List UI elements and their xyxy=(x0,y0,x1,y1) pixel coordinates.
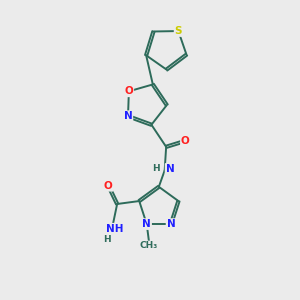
Text: H: H xyxy=(153,164,160,173)
Text: N: N xyxy=(167,219,175,229)
Text: O: O xyxy=(124,86,133,96)
Text: N: N xyxy=(142,219,151,229)
Text: NH: NH xyxy=(106,224,124,234)
Text: CH₃: CH₃ xyxy=(140,242,158,250)
Text: H: H xyxy=(103,236,111,244)
Text: N: N xyxy=(166,164,174,174)
Text: N: N xyxy=(124,111,132,121)
Text: S: S xyxy=(175,26,182,36)
Text: O: O xyxy=(181,136,190,146)
Text: O: O xyxy=(104,181,113,191)
